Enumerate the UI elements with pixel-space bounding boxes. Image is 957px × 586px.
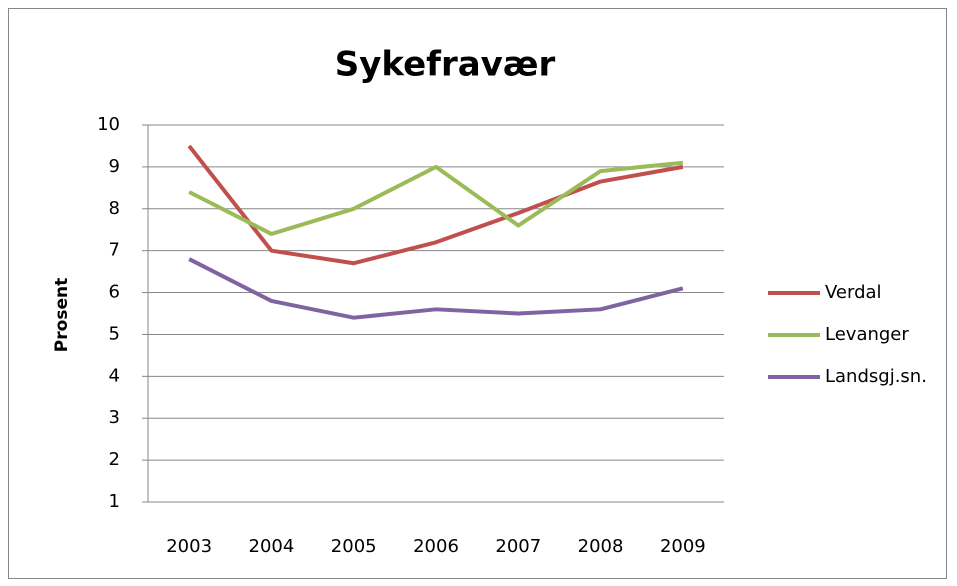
y-tick-label: 3 xyxy=(109,407,120,428)
series-line xyxy=(187,144,684,266)
y-axis-label: Prosent xyxy=(52,278,72,352)
legend-label: Landsgj.sn. xyxy=(825,366,927,387)
legend-label: Verdal xyxy=(825,282,882,303)
chart-title: Sykefravær xyxy=(335,45,556,85)
x-tick-label: 2009 xyxy=(660,536,706,557)
x-tick-label: 2007 xyxy=(495,536,541,557)
series-line xyxy=(188,160,684,236)
y-tick-label: 6 xyxy=(109,282,120,303)
legend-label: Levanger xyxy=(825,324,909,345)
y-tick-label: 9 xyxy=(109,156,120,177)
y-tick-label: 8 xyxy=(109,198,120,219)
y-tick-label: 4 xyxy=(109,365,120,386)
y-tick-label: 5 xyxy=(109,323,120,344)
x-tick-label: 2003 xyxy=(166,536,212,557)
y-tick-label: 2 xyxy=(109,449,120,470)
y-tick-label: 7 xyxy=(109,240,120,261)
x-tick-label: 2005 xyxy=(331,536,377,557)
x-tick-label: 2006 xyxy=(413,536,459,557)
y-tick-label: 1 xyxy=(109,491,120,512)
y-tick-label: 10 xyxy=(97,114,120,135)
x-tick-label: 2008 xyxy=(578,536,624,557)
series-line xyxy=(188,257,684,320)
x-tick-label: 2004 xyxy=(249,536,295,557)
